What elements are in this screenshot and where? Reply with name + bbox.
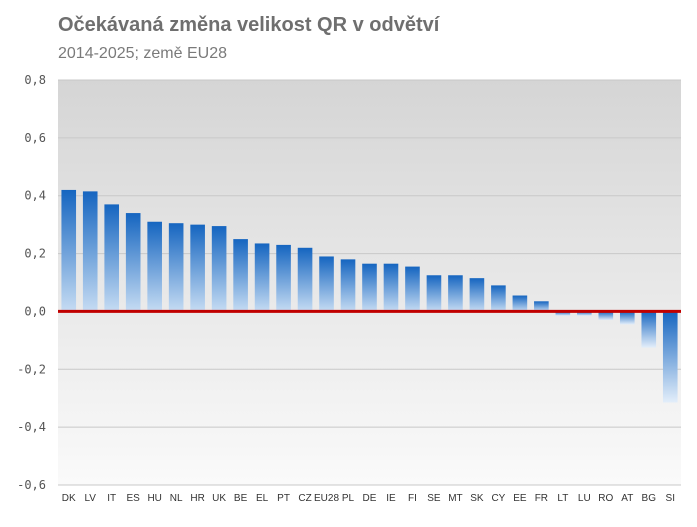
bar-ie <box>383 263 399 312</box>
y-tick-label: 0,6 <box>24 131 46 145</box>
bar-cy <box>491 285 506 312</box>
bar-lt <box>555 311 571 316</box>
bar-it <box>104 204 120 312</box>
x-tick-label: DE <box>363 493 377 504</box>
y-tick-label: -0,6 <box>17 478 46 492</box>
y-tick-label: 0,0 <box>24 304 46 318</box>
bar-sk <box>469 278 485 312</box>
bar-lu <box>577 311 592 316</box>
x-tick-label: FR <box>535 493 548 504</box>
x-tick-label: PT <box>277 493 290 504</box>
x-tick-label: CZ <box>298 493 311 504</box>
x-tick-label: EU28 <box>314 493 339 504</box>
bar-uk <box>211 226 227 312</box>
y-tick-label: -0,4 <box>17 420 46 434</box>
x-tick-label: SE <box>427 493 441 504</box>
x-tick-label: LT <box>557 493 568 504</box>
bar-dk <box>61 189 77 312</box>
bar-mt <box>448 275 463 312</box>
x-tick-label: IE <box>386 493 396 504</box>
x-tick-label: EE <box>513 493 527 504</box>
x-tick-label: CY <box>491 493 505 504</box>
x-tick-label: DK <box>62 493 76 504</box>
y-tick-label: 0,2 <box>24 247 46 261</box>
x-tick-label: EL <box>256 493 269 504</box>
bar-bg <box>641 311 657 348</box>
bar-pt <box>276 244 291 312</box>
bar-ro <box>598 311 614 321</box>
bar-fi <box>405 266 420 312</box>
x-tick-label: LV <box>84 493 96 504</box>
x-tick-label: HR <box>190 493 204 504</box>
x-tick-label: BG <box>642 493 657 504</box>
x-tick-label: LU <box>578 493 591 504</box>
chart-subtitle: 2014-2025; země EU28 <box>58 45 227 62</box>
x-tick-label: SK <box>470 493 484 504</box>
bar-de <box>362 263 377 312</box>
x-tick-label: UK <box>212 493 226 504</box>
bar-se <box>426 275 442 312</box>
bar-hu <box>147 221 162 312</box>
x-tick-label: SI <box>666 493 675 504</box>
x-tick-label: AT <box>621 493 633 504</box>
bar-lv <box>82 191 98 312</box>
bar-at <box>619 311 635 325</box>
bar-pl <box>340 259 356 312</box>
bar-el <box>254 243 270 312</box>
bar-eu28 <box>319 256 334 312</box>
bar-es <box>125 213 141 312</box>
x-tick-label: RO <box>598 493 613 504</box>
x-tick-label: FI <box>408 493 417 504</box>
y-tick-label: 0,4 <box>24 189 46 203</box>
bar-cz <box>297 247 313 312</box>
chart-title: Očekávaná změna velikost QR v odvětví <box>58 14 440 36</box>
x-tick-label: NL <box>170 493 183 504</box>
bar-si <box>662 311 678 403</box>
x-tick-label: PL <box>342 493 355 504</box>
bar-hr <box>190 224 205 312</box>
x-tick-label: MT <box>448 493 462 504</box>
x-tick-label: IT <box>107 493 116 504</box>
bar-be <box>233 239 248 312</box>
bar-nl <box>168 223 184 312</box>
x-tick-label: BE <box>234 493 248 504</box>
bar-ee <box>512 295 528 312</box>
y-tick-label: -0,2 <box>17 362 46 376</box>
y-tick-label: 0,8 <box>24 73 46 87</box>
x-tick-label: ES <box>127 493 141 504</box>
x-tick-label: HU <box>147 493 161 504</box>
bar-fr <box>534 301 549 312</box>
